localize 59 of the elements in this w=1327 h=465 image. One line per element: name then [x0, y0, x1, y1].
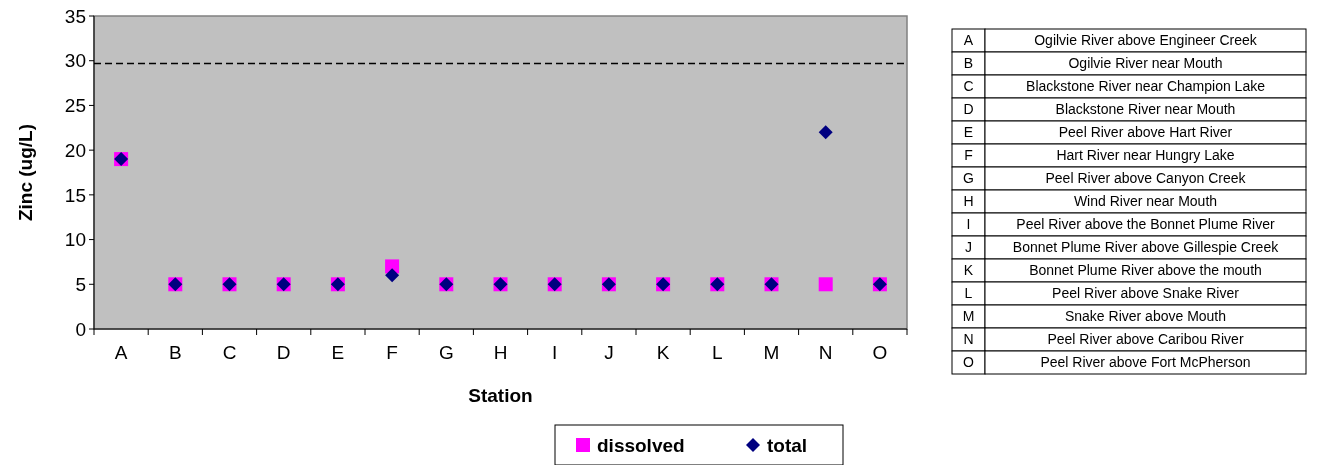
- category-label: G: [963, 170, 974, 187]
- category-label: C: [963, 78, 974, 95]
- x-tick-label: N: [818, 342, 833, 363]
- text: Peel River above the Bonnet Plume River: [1016, 216, 1276, 233]
- y-axis-title: Zinc (ug/L): [15, 123, 36, 222]
- y-tick-label: 35: [64, 5, 86, 27]
- category-label: I: [966, 216, 971, 233]
- x-tick-label: D: [276, 342, 291, 363]
- category-label: J: [965, 239, 972, 256]
- category-label: A: [963, 32, 974, 49]
- text: Bonnet Plume River above Gillespie Creek: [1012, 239, 1280, 256]
- y-tick-label: 20: [64, 139, 86, 161]
- category-label: H: [963, 193, 974, 210]
- text: Hart River near Hungry Lake: [1056, 147, 1235, 164]
- x-tick-label: H: [493, 342, 508, 363]
- x-tick-label: G: [438, 342, 454, 363]
- x-tick-label: F: [386, 342, 398, 363]
- category-label: D: [963, 101, 974, 118]
- text: Ogilvie River near Mouth: [1068, 55, 1223, 72]
- text: Ogilvie River above Engineer Creek: [1034, 32, 1258, 49]
- legend-label: dissolved: [597, 434, 685, 456]
- x-tick-label: J: [604, 342, 614, 363]
- point: [385, 268, 400, 283]
- point: [818, 277, 833, 292]
- x-axis-title: Station: [468, 385, 533, 406]
- legend-label: total: [767, 434, 808, 456]
- category-label: F: [964, 147, 973, 164]
- y-tick-label: 5: [75, 273, 86, 295]
- text: Peel River above Fort McPherson: [1040, 354, 1251, 371]
- category-label: K: [963, 262, 974, 279]
- text: Snake River above Mouth: [1064, 308, 1227, 325]
- point: [818, 125, 833, 140]
- text: Peel River above Snake River: [1052, 285, 1240, 302]
- x-tick-label: B: [168, 342, 182, 363]
- text: Wind River near Mouth: [1073, 193, 1218, 210]
- category-label: L: [964, 285, 973, 302]
- text: Blackstone River near Champion Lake: [1026, 78, 1266, 95]
- x-tick-label: I: [552, 342, 558, 363]
- x-tick-label: A: [114, 342, 128, 363]
- x-tick-label: M: [763, 342, 780, 363]
- category-label: M: [962, 308, 975, 325]
- y-tick-label: 0: [75, 318, 86, 340]
- text: Peel River above Canyon Creek: [1045, 170, 1247, 187]
- y-tick-label: 10: [64, 229, 86, 251]
- x-tick-label: E: [331, 342, 345, 363]
- y-tick-label: 15: [64, 184, 86, 206]
- y-tick-label: 30: [64, 50, 86, 72]
- x-tick-label: C: [222, 342, 237, 363]
- text: Bonnet Plume River above the mouth: [1029, 262, 1262, 279]
- text: Peel River above Hart River: [1058, 124, 1233, 141]
- x-tick-label: L: [712, 342, 723, 363]
- y-tick-label: 25: [64, 95, 86, 117]
- category-label: N: [963, 331, 974, 348]
- x-tick-label: O: [872, 342, 888, 363]
- category-label: B: [963, 55, 974, 72]
- text: Peel River above Caribou River: [1047, 331, 1244, 348]
- x-tick-label: K: [656, 342, 670, 363]
- text: Blackstone River near Mouth: [1055, 101, 1236, 118]
- category-label: E: [963, 124, 974, 141]
